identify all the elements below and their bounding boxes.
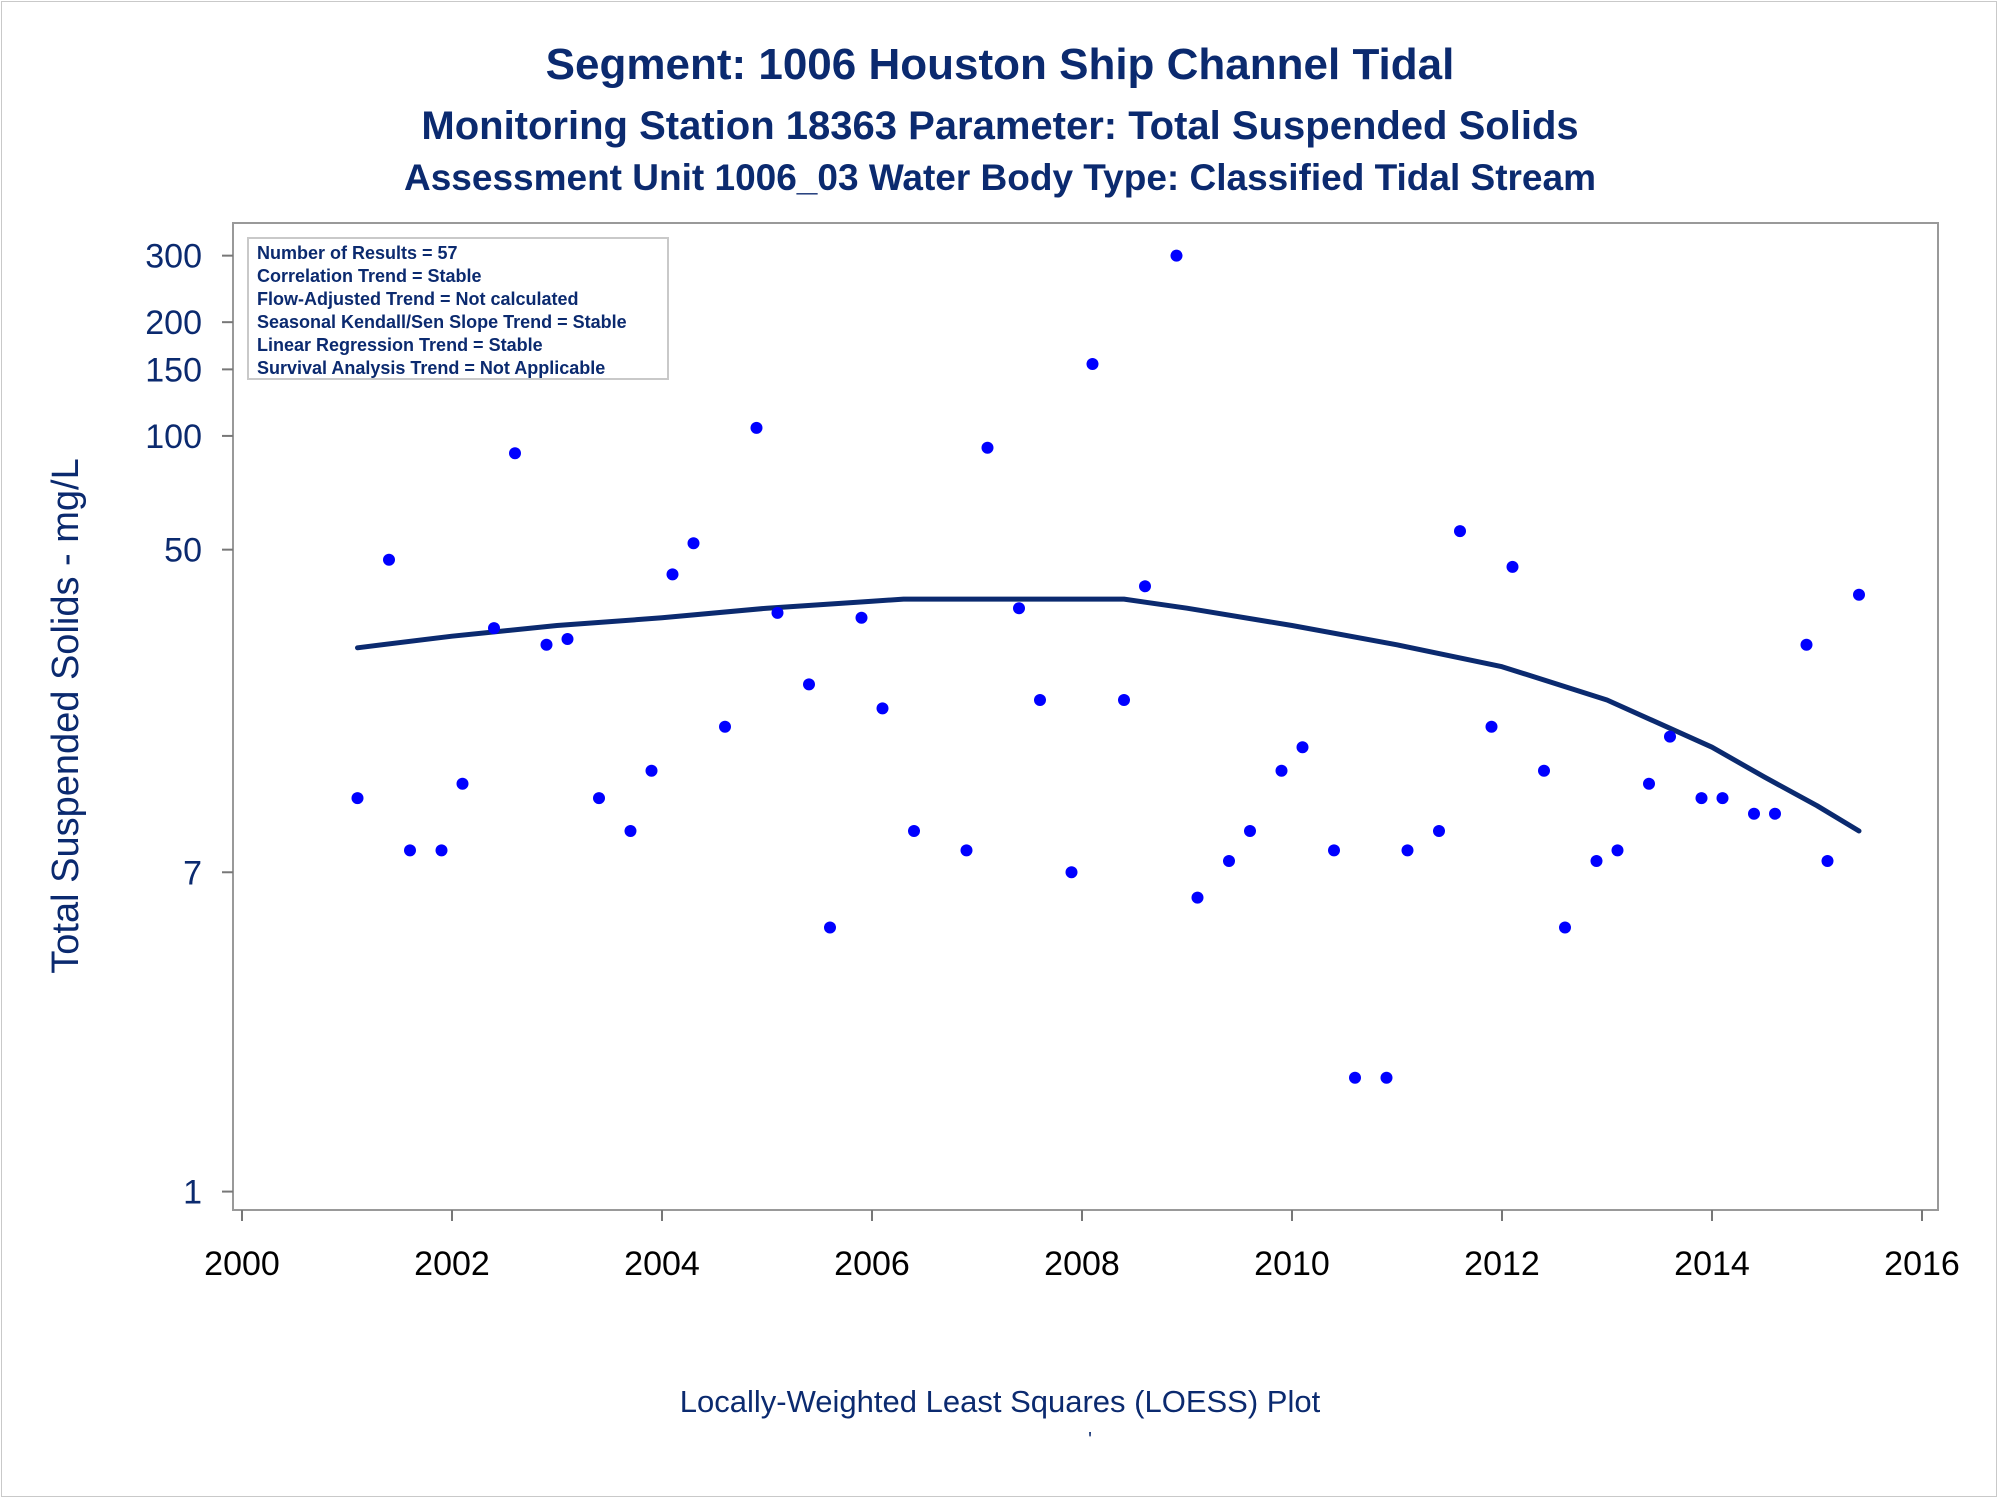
data-point (750, 421, 763, 434)
x-axis: 2000 2002 2004 2006 2008 2010 2012 2014 2016 (204, 1210, 1960, 1283)
x-tick-label: 2004 (624, 1245, 700, 1283)
stats-flow-adjusted-trend: Flow-Adjusted Trend = Not calculated (257, 289, 579, 309)
data-point (1296, 741, 1309, 754)
loess-line (355, 596, 1862, 834)
data-point (1454, 525, 1466, 538)
data-point (645, 764, 658, 777)
data-point (1380, 1071, 1393, 1084)
footnote: Locally-Weighted Least Squares (LOESS) P… (680, 1384, 1321, 1419)
y-tick-label: 100 (145, 418, 202, 456)
data-point (855, 611, 868, 624)
data-point (876, 702, 889, 715)
y-tick-label: 200 (145, 304, 202, 342)
data-point (1538, 764, 1550, 777)
data-point (561, 633, 574, 645)
data-points-group (351, 249, 1865, 1084)
chart-subtitle: Monitoring Station 18363 Parameter: Tota… (421, 104, 1578, 148)
data-point (1223, 855, 1235, 867)
x-tick-label: 2006 (834, 1245, 910, 1283)
data-point (1769, 807, 1781, 820)
data-point (1695, 792, 1708, 805)
data-point (1013, 602, 1025, 615)
data-point (1349, 1071, 1361, 1084)
data-point (719, 720, 731, 733)
data-point (1086, 358, 1099, 370)
x-tick-label: 2016 (1884, 1245, 1960, 1283)
y-axis-label: Total Suspended Solids - mg/L (45, 458, 87, 973)
data-point (1170, 249, 1183, 262)
footnote-mark: ' (1088, 1429, 1092, 1451)
data-point (509, 447, 521, 460)
data-point (488, 622, 500, 635)
x-tick-label: 2002 (414, 1245, 490, 1283)
data-point (1748, 807, 1760, 820)
data-point (771, 606, 784, 619)
data-point (981, 441, 994, 454)
data-point (960, 844, 973, 857)
loess-curve-group (355, 596, 1862, 834)
y-tick-label: 7 (183, 854, 202, 892)
data-point (1716, 792, 1729, 805)
x-tick-label: 2000 (204, 1245, 280, 1283)
data-point (1275, 764, 1288, 777)
data-point (687, 537, 700, 550)
y-tick-label: 300 (145, 238, 202, 276)
data-point (1821, 855, 1834, 867)
data-point (1065, 866, 1078, 879)
data-point (908, 825, 920, 837)
data-point (435, 844, 448, 857)
data-point (1485, 720, 1498, 733)
data-point (1611, 844, 1624, 857)
data-point (404, 844, 416, 857)
data-point (383, 553, 395, 566)
data-point (1191, 891, 1204, 904)
data-point (1853, 588, 1865, 601)
stats-box-border (247, 237, 669, 380)
x-tick-label: 2010 (1254, 1245, 1330, 1283)
x-tick-label: 2012 (1464, 1245, 1540, 1283)
data-point (593, 792, 605, 805)
stats-number-of-results: Number of Results = 57 (257, 243, 458, 263)
data-point (1643, 777, 1655, 790)
data-point (666, 568, 679, 581)
data-point (351, 792, 364, 805)
stats-linear-regression-trend: Linear Regression Trend = Stable (257, 335, 543, 355)
data-point (824, 921, 836, 934)
data-point (540, 638, 553, 651)
stats-survival-analysis-trend: Survival Analysis Trend = Not Applicable (257, 358, 605, 378)
data-point (1664, 730, 1676, 743)
data-point (1118, 694, 1130, 706)
data-point (1244, 825, 1256, 837)
x-tick-label: 2014 (1674, 1245, 1750, 1283)
stats-box: Number of Results = 57 Correlation Trend… (247, 237, 669, 380)
data-point (803, 678, 815, 691)
data-point (1559, 921, 1571, 934)
data-point (1401, 844, 1414, 857)
data-point (1800, 638, 1813, 651)
stats-correlation-trend: Correlation Trend = Stable (257, 266, 482, 286)
data-point (1506, 560, 1519, 573)
data-point (1139, 580, 1151, 593)
chart-subtitle-2: Assessment Unit 1006_03 Water Body Type:… (404, 157, 1596, 198)
stats-seasonal-kendall-trend: Seasonal Kendall/Sen Slope Trend = Stabl… (257, 312, 627, 332)
x-tick-label: 2008 (1044, 1245, 1120, 1283)
y-tick-label: 150 (145, 351, 202, 389)
data-point (1328, 844, 1340, 857)
data-point (1034, 694, 1046, 706)
plot-area-border (232, 222, 1939, 1211)
y-axis: 1 7 50 100 150 200 300 (145, 238, 233, 1212)
y-tick-label: 50 (164, 532, 202, 570)
data-point (1590, 855, 1603, 867)
y-tick-label: 1 (183, 1174, 202, 1212)
chart-title: Segment: 1006 Houston Ship Channel Tidal (546, 40, 1455, 89)
data-point (624, 825, 637, 837)
data-point (1433, 825, 1445, 837)
data-point (456, 777, 469, 790)
